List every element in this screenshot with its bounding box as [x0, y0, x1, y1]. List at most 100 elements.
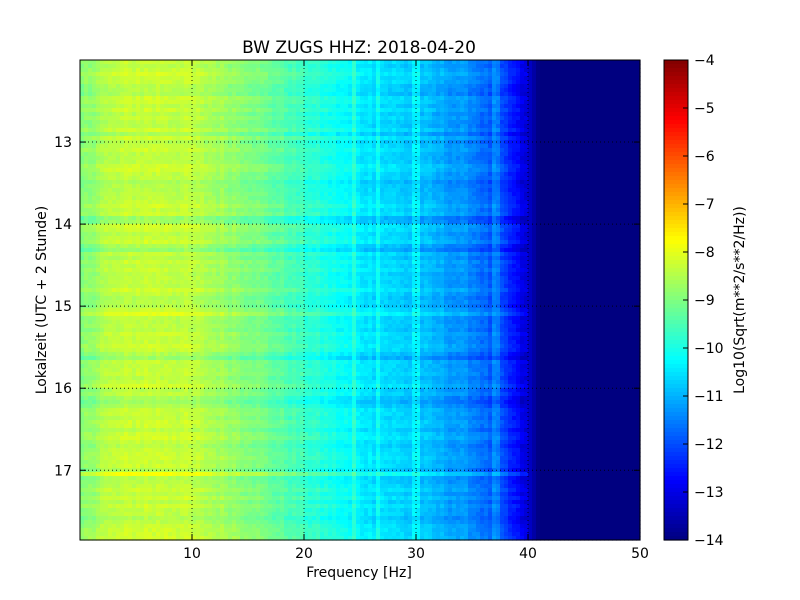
spectrogram-cell [328, 192, 333, 197]
spectrogram-cell [96, 136, 101, 141]
spectrogram-cell [588, 156, 593, 161]
spectrogram-cell [116, 200, 121, 205]
spectrogram-cell [188, 184, 193, 189]
spectrogram-cell [160, 196, 165, 201]
spectrogram-cell [136, 156, 141, 161]
spectrogram-cell [136, 108, 141, 113]
spectrogram-cell [348, 96, 353, 101]
spectrogram-cell [180, 84, 185, 89]
spectrogram-cell [444, 68, 449, 73]
spectrogram-cell [84, 152, 89, 157]
spectrogram-cell [108, 92, 113, 97]
spectrogram-cell [204, 200, 209, 205]
spectrogram-cell [408, 100, 413, 105]
spectrogram-cell [620, 188, 625, 193]
spectrogram-cell [388, 192, 393, 197]
spectrogram-cell [476, 88, 481, 93]
spectrogram-cell [136, 136, 141, 141]
spectrogram-cell [516, 68, 521, 73]
spectrogram-cell [384, 76, 389, 81]
spectrogram-cell [520, 96, 525, 101]
spectrogram-cell [600, 136, 605, 141]
spectrogram-cell [200, 68, 205, 73]
spectrogram-cell [488, 152, 493, 157]
spectrogram-cell [600, 172, 605, 177]
spectrogram-cell [512, 156, 517, 161]
spectrogram-cell [364, 112, 369, 117]
spectrogram-cell [400, 160, 405, 165]
spectrogram-cell [104, 112, 109, 117]
spectrogram-cell [632, 80, 637, 85]
spectrogram-cell [156, 140, 161, 145]
spectrogram-cell [404, 156, 409, 161]
spectrogram-cell [572, 68, 577, 73]
spectrogram-cell [432, 192, 437, 197]
spectrogram-cell [112, 128, 117, 133]
spectrogram-cell [244, 188, 249, 193]
spectrogram-cell [512, 144, 517, 149]
spectrogram-cell [232, 156, 237, 161]
spectrogram-cell [508, 140, 513, 145]
spectrogram-cell [552, 124, 557, 129]
spectrogram-cell [592, 160, 597, 165]
spectrogram-cell [604, 76, 609, 81]
spectrogram-cell [232, 60, 237, 65]
spectrogram-cell [208, 92, 213, 97]
spectrogram-cell [372, 80, 377, 85]
spectrogram-cell [576, 184, 581, 189]
spectrogram-cell [628, 100, 633, 105]
spectrogram-cell [196, 128, 201, 133]
spectrogram-cell [324, 148, 329, 153]
spectrogram-cell [236, 124, 241, 129]
spectrogram-cell [548, 92, 553, 97]
spectrogram-cell [368, 112, 373, 117]
spectrogram-cell [548, 64, 553, 69]
spectrogram-cell [544, 72, 549, 77]
spectrogram-cell [272, 88, 277, 93]
spectrogram-cell [508, 120, 513, 125]
spectrogram-cell [472, 128, 477, 133]
spectrogram-cell [528, 108, 533, 113]
spectrogram-cell [472, 168, 477, 173]
spectrogram-cell [124, 124, 129, 129]
spectrogram-cell [336, 76, 341, 81]
spectrogram-cell [600, 88, 605, 93]
spectrogram-cell [192, 60, 197, 65]
spectrogram-cell [488, 144, 493, 149]
spectrogram-cell [88, 80, 93, 85]
spectrogram-cell [556, 104, 561, 109]
spectrogram-cell [424, 60, 429, 65]
spectrogram-cell [392, 200, 397, 205]
spectrogram-cell [520, 160, 525, 165]
spectrogram-cell [512, 132, 517, 137]
spectrogram-cell [384, 96, 389, 101]
spectrogram-cell [280, 92, 285, 97]
spectrogram-cell [140, 96, 145, 101]
spectrogram-cell [136, 76, 141, 81]
spectrogram-cell [460, 72, 465, 77]
spectrogram-cell [584, 80, 589, 85]
spectrogram-cell [200, 172, 205, 177]
spectrogram-cell [124, 188, 129, 193]
spectrogram-cell [620, 92, 625, 97]
spectrogram-cell [300, 160, 305, 165]
spectrogram-cell [600, 164, 605, 169]
spectrogram-cell [476, 92, 481, 97]
spectrogram-cell [552, 84, 557, 89]
spectrogram-cell [196, 176, 201, 181]
spectrogram-cell [328, 148, 333, 153]
spectrogram-cell [572, 60, 577, 65]
spectrogram-cell [544, 172, 549, 177]
spectrogram-cell [304, 160, 309, 165]
spectrogram-cell [316, 188, 321, 193]
spectrogram-cell [488, 96, 493, 101]
spectrogram-cell [268, 192, 273, 197]
spectrogram-cell [88, 184, 93, 189]
spectrogram-cell [420, 84, 425, 89]
spectrogram-cell [248, 172, 253, 177]
spectrogram-cell [264, 80, 269, 85]
spectrogram-cell [112, 112, 117, 117]
spectrogram-cell [428, 188, 433, 193]
spectrogram-cell [160, 112, 165, 117]
spectrogram-cell [280, 172, 285, 177]
